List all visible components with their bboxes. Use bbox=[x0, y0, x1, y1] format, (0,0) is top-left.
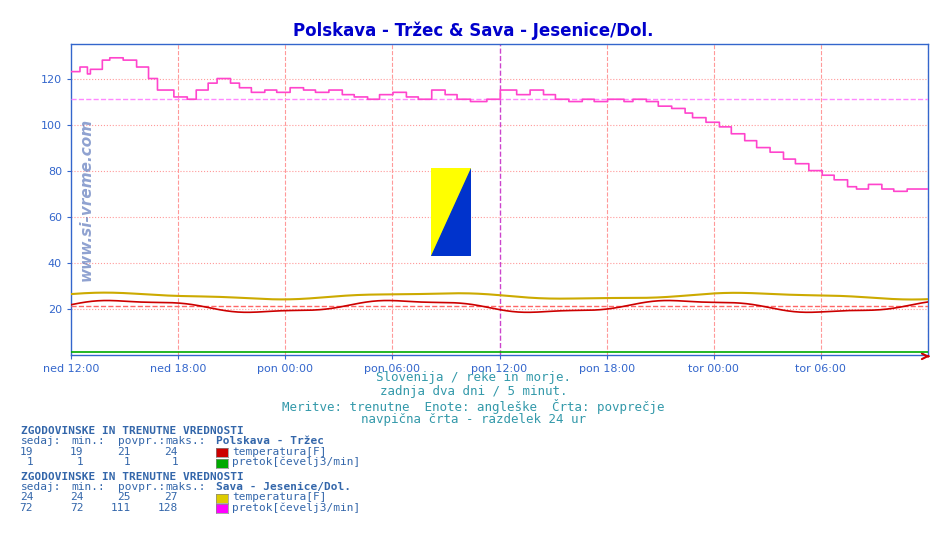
Text: ZGODOVINSKE IN TRENUTNE VREDNOSTI: ZGODOVINSKE IN TRENUTNE VREDNOSTI bbox=[21, 472, 243, 482]
Text: pretok[čevelj3/min]: pretok[čevelj3/min] bbox=[232, 457, 360, 467]
Text: www.si-vreme.com: www.si-vreme.com bbox=[79, 118, 94, 281]
Text: povpr.:: povpr.: bbox=[118, 436, 166, 447]
Text: sedaj:: sedaj: bbox=[21, 482, 62, 492]
Text: temperatura[F]: temperatura[F] bbox=[232, 447, 327, 457]
Text: 19: 19 bbox=[20, 447, 33, 457]
Text: Sava - Jesenice/Dol.: Sava - Jesenice/Dol. bbox=[216, 482, 351, 492]
Text: ZGODOVINSKE IN TRENUTNE VREDNOSTI: ZGODOVINSKE IN TRENUTNE VREDNOSTI bbox=[21, 426, 243, 437]
Text: 24: 24 bbox=[20, 492, 33, 503]
Text: 128: 128 bbox=[158, 503, 178, 513]
Text: Polskava - Tržec: Polskava - Tržec bbox=[216, 436, 324, 447]
Text: min.:: min.: bbox=[71, 482, 105, 492]
Text: 27: 27 bbox=[165, 492, 178, 503]
Text: pretok[čevelj3/min]: pretok[čevelj3/min] bbox=[232, 503, 360, 513]
Text: 1: 1 bbox=[27, 457, 33, 467]
Text: 1: 1 bbox=[171, 457, 178, 467]
Text: 72: 72 bbox=[20, 503, 33, 513]
Text: 24: 24 bbox=[70, 492, 83, 503]
Text: povpr.:: povpr.: bbox=[118, 482, 166, 492]
Text: min.:: min.: bbox=[71, 436, 105, 447]
Text: 25: 25 bbox=[117, 492, 131, 503]
Text: Polskava - Tržec & Sava - Jesenice/Dol.: Polskava - Tržec & Sava - Jesenice/Dol. bbox=[294, 21, 653, 40]
Text: 1: 1 bbox=[124, 457, 131, 467]
Text: navpična črta - razdelek 24 ur: navpična črta - razdelek 24 ur bbox=[361, 412, 586, 426]
Polygon shape bbox=[431, 168, 471, 256]
Text: 111: 111 bbox=[111, 503, 131, 513]
Text: temperatura[F]: temperatura[F] bbox=[232, 492, 327, 503]
Text: 19: 19 bbox=[70, 447, 83, 457]
Text: maks.:: maks.: bbox=[166, 436, 206, 447]
Text: sedaj:: sedaj: bbox=[21, 436, 62, 447]
Text: 24: 24 bbox=[165, 447, 178, 457]
Text: zadnja dva dni / 5 minut.: zadnja dva dni / 5 minut. bbox=[380, 385, 567, 398]
Text: maks.:: maks.: bbox=[166, 482, 206, 492]
Polygon shape bbox=[431, 168, 471, 256]
Text: 72: 72 bbox=[70, 503, 83, 513]
Text: Slovenija / reke in morje.: Slovenija / reke in morje. bbox=[376, 371, 571, 384]
Polygon shape bbox=[431, 168, 471, 256]
Text: 1: 1 bbox=[77, 457, 83, 467]
Text: 21: 21 bbox=[117, 447, 131, 457]
Text: Meritve: trenutne  Enote: angleške  Črta: povprečje: Meritve: trenutne Enote: angleške Črta: … bbox=[282, 399, 665, 414]
